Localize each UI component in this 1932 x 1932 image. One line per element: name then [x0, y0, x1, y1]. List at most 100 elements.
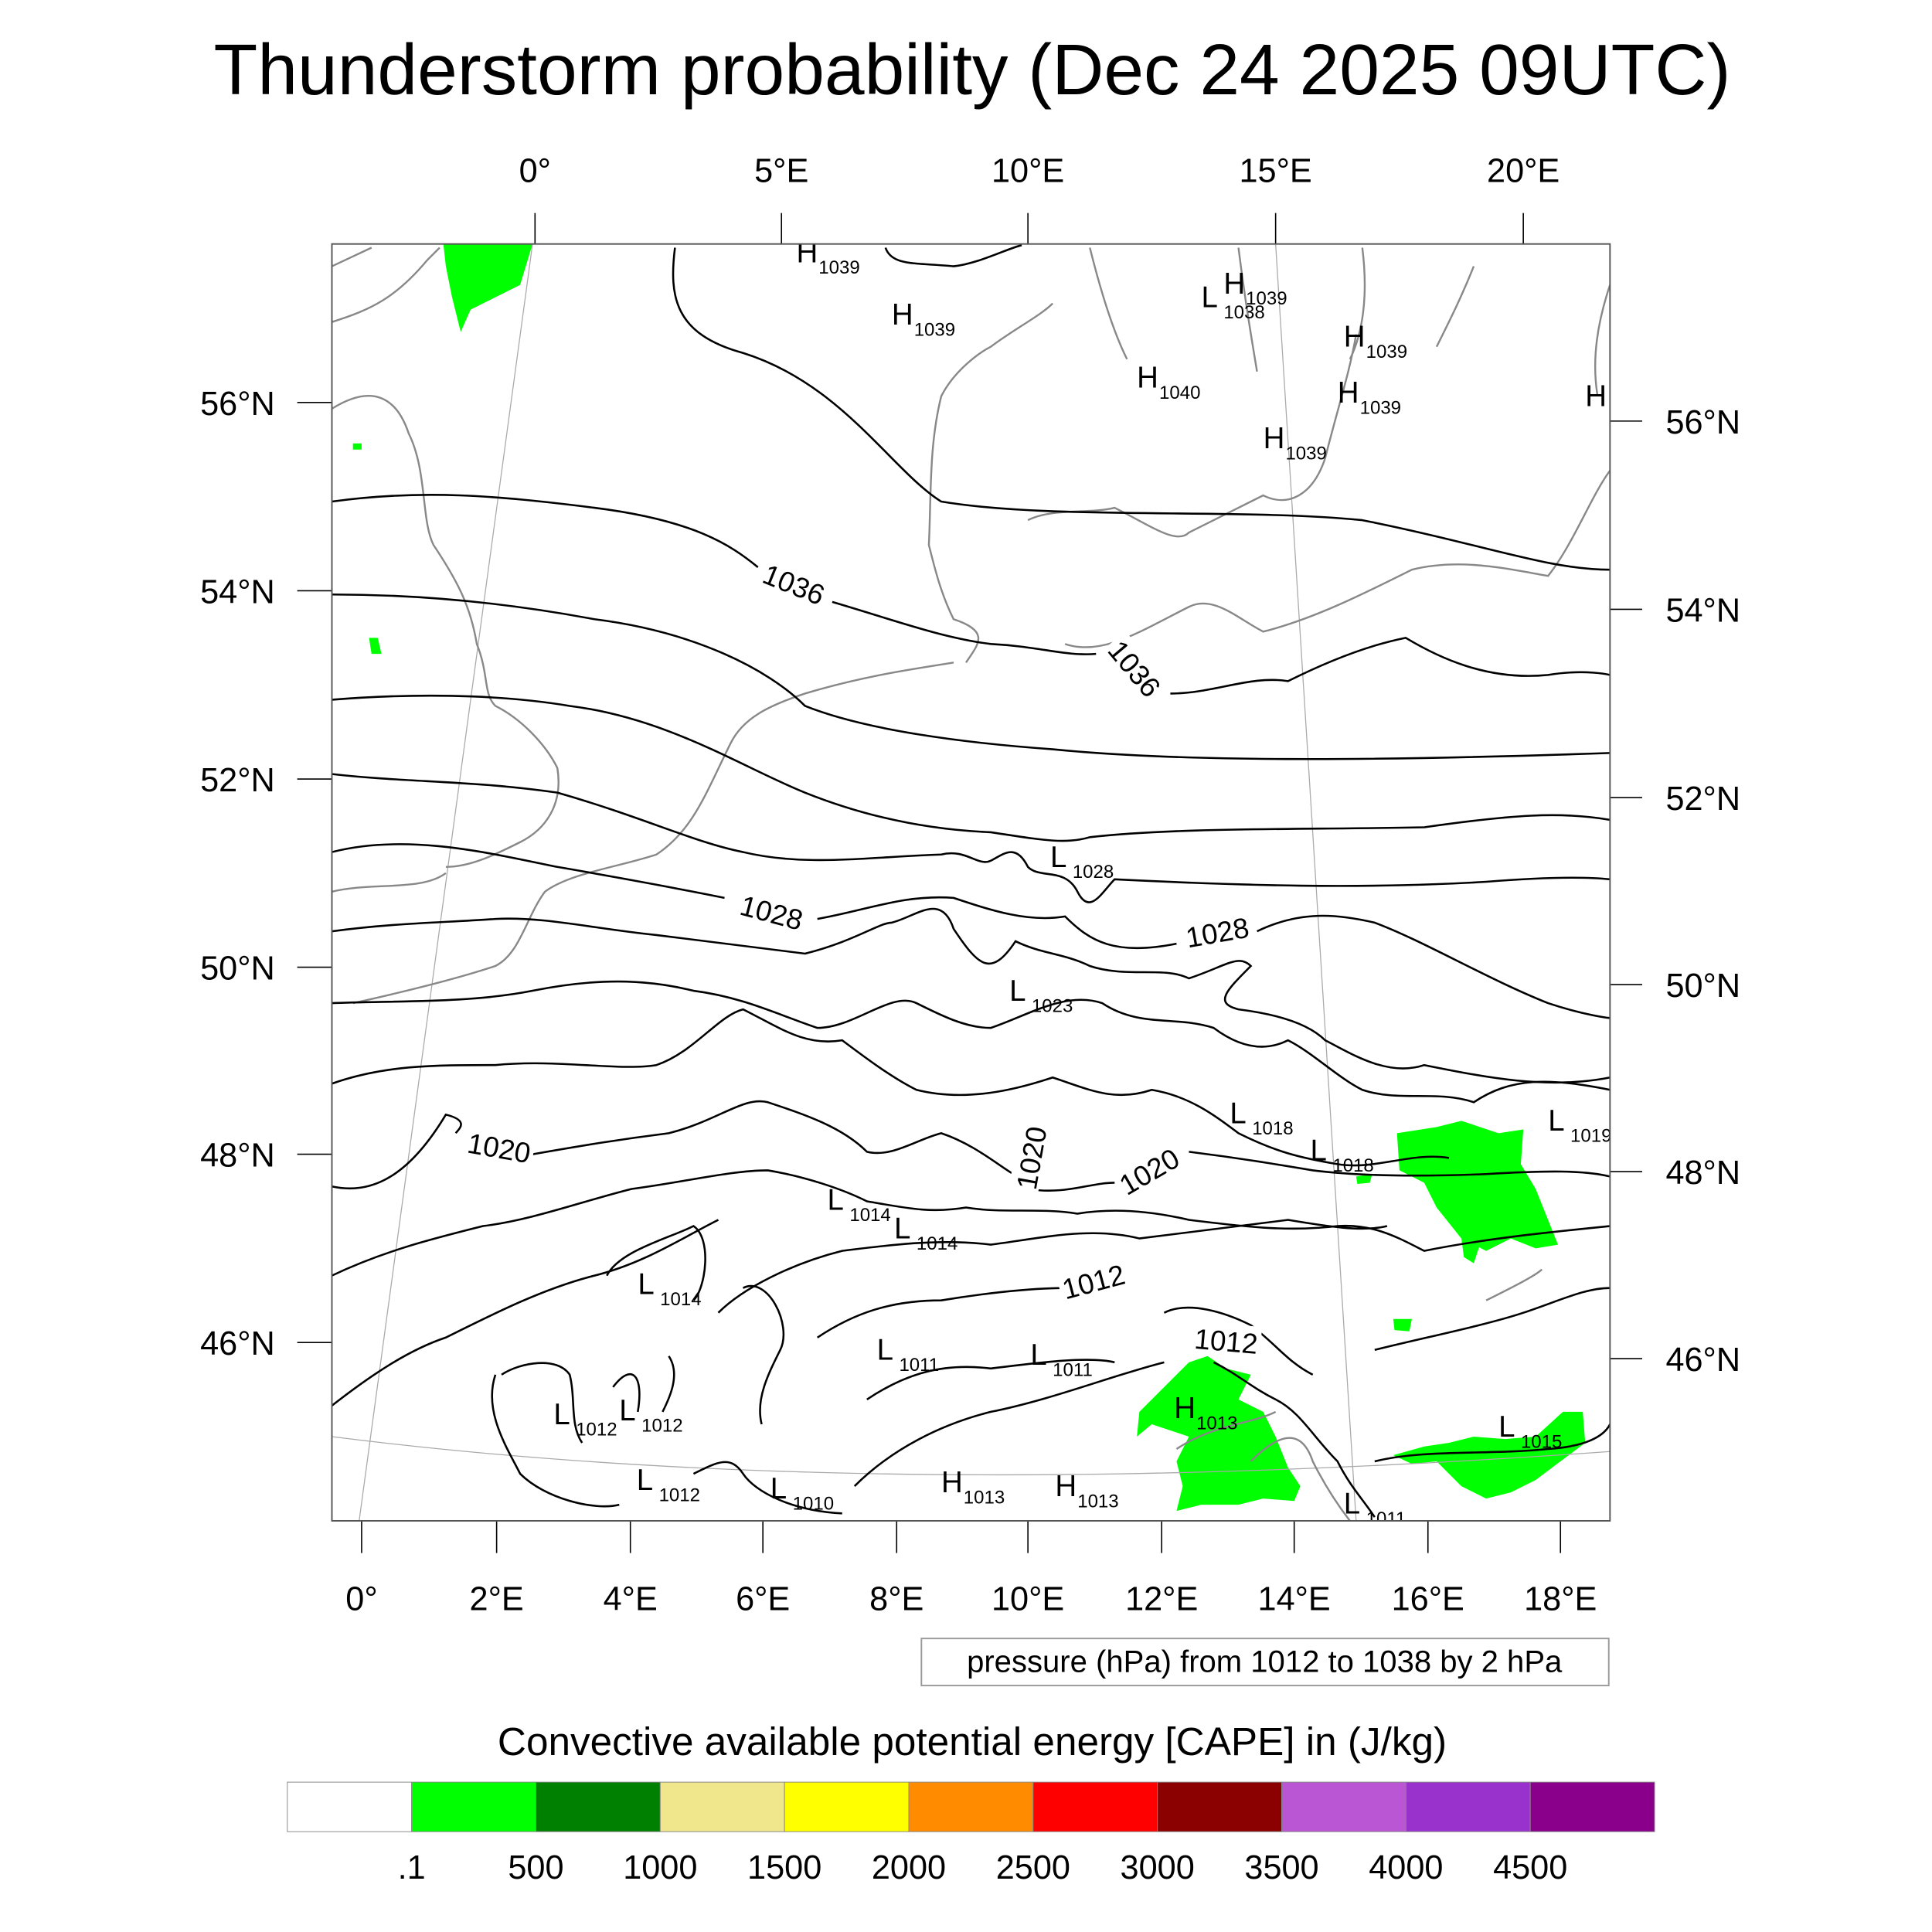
center-value: 1018	[1332, 1155, 1373, 1176]
left-lat-label: 52°N	[200, 762, 275, 799]
center-type: L	[1498, 1410, 1515, 1444]
cape-area	[1355, 1174, 1372, 1185]
low-pressure-center: L 1019	[1548, 1104, 1610, 1146]
center-value: 1038	[1223, 302, 1264, 323]
top-lon-label: 15°E	[1240, 153, 1312, 190]
center-type: L	[1311, 1134, 1327, 1168]
center-value: 1013	[1196, 1413, 1237, 1434]
bottom-lon-label: 14°E	[1258, 1580, 1331, 1617]
center-type: H	[1344, 321, 1366, 354]
high-pressure-center: H 1039	[892, 298, 955, 340]
pressure-info-box: pressure (hPa) from 1012 to 1038 by 2 hP…	[920, 1638, 1610, 1687]
label-mask	[1102, 631, 1170, 704]
isobar-contours	[332, 244, 1611, 1518]
colorbar-swatch	[659, 1781, 785, 1832]
center-type: L	[894, 1213, 910, 1246]
right-latitude-labels: 56°N 54°N 52°N 50°N 48°N 46°N	[1610, 404, 1740, 1379]
center-type: L	[1344, 1487, 1360, 1520]
colorbar-swatch	[535, 1781, 661, 1832]
cape-area	[1137, 1355, 1301, 1512]
left-lat-label: 56°N	[200, 386, 275, 423]
center-type: L	[1201, 281, 1217, 314]
low-pressure-center: L 1014	[638, 1268, 701, 1310]
center-value: 1011	[899, 1355, 939, 1376]
colorbar-label: 2000	[872, 1849, 946, 1886]
isobar-label: 1020	[1011, 1124, 1053, 1192]
high-pressure-center: H 1039	[1338, 376, 1401, 418]
cape-area	[1393, 1411, 1586, 1499]
center-type: L	[1548, 1104, 1564, 1138]
cape-area	[352, 443, 362, 450]
cape-fill-areas	[352, 243, 1586, 1512]
colorbar-label: 4000	[1369, 1849, 1443, 1886]
left-latitude-labels: 56°N 54°N 52°N 50°N 48°N 46°N	[200, 386, 332, 1362]
center-value: 1023	[1032, 995, 1073, 1016]
isobar-label: 1012	[1193, 1323, 1259, 1360]
label-mask	[1111, 1139, 1186, 1200]
bottom-lon-label: 16°E	[1392, 1580, 1464, 1617]
center-value: 1039	[1366, 342, 1407, 362]
bottom-lon-label: 2°E	[470, 1580, 524, 1617]
high-pressure-center: H	[1585, 380, 1607, 413]
label-mask	[734, 886, 810, 934]
center-type: L	[1050, 841, 1066, 874]
center-type: L	[619, 1394, 635, 1427]
low-pressure-center: L 1028	[1050, 841, 1114, 883]
center-value: 1039	[1246, 288, 1287, 309]
center-type: H	[1174, 1392, 1196, 1425]
cape-area	[1461, 1238, 1481, 1264]
colorbar-swatch	[1281, 1781, 1406, 1832]
left-lat-label: 50°N	[200, 951, 275, 988]
colorbar-swatch	[411, 1781, 536, 1832]
cape-area	[443, 243, 533, 332]
center-value: 1013	[1077, 1491, 1118, 1512]
low-pressure-center: L 1012	[637, 1464, 700, 1505]
center-type: H	[1137, 362, 1158, 395]
low-pressure-center: L 1023	[1009, 975, 1073, 1016]
center-type: L	[770, 1472, 787, 1505]
center-type: L	[828, 1184, 844, 1217]
center-type: H	[1223, 267, 1245, 301]
colorbar-swatch	[908, 1781, 1034, 1832]
colorbar-swatch	[1032, 1781, 1158, 1832]
center-type: H	[892, 298, 913, 332]
low-pressure-center: L 1011	[1344, 1487, 1406, 1521]
center-value: 1039	[914, 319, 955, 340]
colorbar-label: 3500	[1244, 1849, 1318, 1886]
cape-colorbar: .1 500 1000 1500 2000 2500 3000 3500 4000 4500	[287, 1781, 1655, 1886]
high-pressure-center: H 1013	[1174, 1392, 1237, 1434]
right-lat-label: 52°N	[1665, 781, 1740, 818]
center-type: L	[1030, 1338, 1046, 1372]
center-value: 1013	[964, 1488, 1005, 1509]
pressure-info-text: pressure (hPa) from 1012 to 1038 by 2 hP…	[967, 1645, 1563, 1679]
center-type: H	[941, 1466, 963, 1499]
isobar-label: 1028	[1183, 912, 1251, 954]
isobar-label: 1020	[1114, 1142, 1185, 1201]
low-pressure-center: L 1011	[877, 1334, 940, 1376]
high-pressure-center: H 1040	[1137, 362, 1200, 403]
center-value: 1012	[659, 1485, 700, 1505]
label-mask	[1180, 909, 1254, 951]
top-lon-label: 5°E	[754, 153, 808, 190]
label-mask	[1009, 1121, 1050, 1195]
center-type: H	[1585, 380, 1607, 413]
center-type: L	[637, 1464, 653, 1497]
high-pressure-center: H 1039	[1223, 267, 1287, 309]
high-pressure-center: H 1039	[1264, 422, 1327, 464]
bottom-lon-label: 12°E	[1125, 1580, 1198, 1617]
center-type: L	[877, 1334, 893, 1367]
high-pressure-center: H 1013	[1055, 1470, 1118, 1512]
center-value: 1039	[1360, 397, 1401, 418]
low-pressure-center: L 1014	[828, 1184, 891, 1226]
colorbar-swatch	[784, 1781, 910, 1832]
colorbar-label: 500	[508, 1849, 563, 1886]
right-lat-label: 48°N	[1665, 1155, 1740, 1192]
top-lon-label: 10°E	[992, 153, 1064, 190]
bottom-lon-label: 4°E	[604, 1580, 658, 1617]
center-value: 1014	[660, 1289, 701, 1310]
colorbar-label: 2500	[996, 1849, 1070, 1886]
figure-title: Thunderstorm probability (Dec 24 2025 09…	[214, 29, 1731, 110]
label-mask	[1190, 1321, 1263, 1357]
colorbar-label: 1000	[623, 1849, 697, 1886]
